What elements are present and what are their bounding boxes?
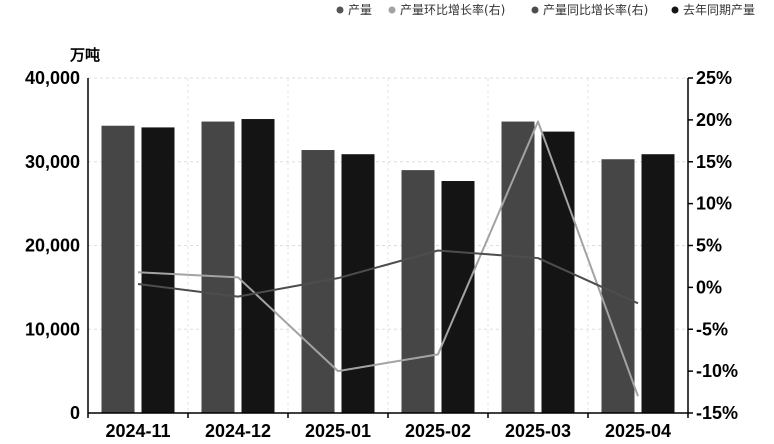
y-tick-label: 0: [70, 403, 80, 423]
y2-tick-label: -15%: [696, 403, 738, 423]
lines: [137, 120, 639, 397]
y-tick-label: 30,000: [25, 152, 80, 172]
x-tick-label: 2025-02: [405, 421, 471, 441]
bar-production[interactable]: [201, 121, 235, 414]
legend-marker-yoy-growth: [531, 6, 539, 14]
gridlines: [88, 77, 688, 413]
legend-item-production[interactable]: 产量: [336, 3, 373, 17]
y-axis-unit: 万吨: [69, 46, 100, 64]
y-tick-label: 20,000: [25, 236, 80, 256]
legend-label-production: 产量: [348, 3, 372, 17]
legend: 产量 产量环比增长率(右) 产量同比增长率(右) 去年同期产量: [336, 2, 756, 17]
legend-item-mom-growth[interactable]: 产量环比增长率(右): [388, 2, 506, 17]
y-tick-label: 40,000: [25, 68, 80, 88]
y2-tick-label: 10%: [696, 194, 732, 214]
x-axis-ticks: 2024-11 2024-12 2025-01 2025-02 2025-03 2025-…: [87, 413, 689, 441]
legend-marker-mom-growth: [388, 6, 396, 14]
bar-last-year-production[interactable]: [641, 154, 675, 413]
y2-tick-label: -5%: [696, 319, 728, 339]
x-tick-label: 2024-11: [105, 421, 170, 441]
x-tick-label: 2025-03: [505, 421, 571, 441]
line-mom-growth[interactable]: [137, 120, 639, 397]
x-tick-label: 2024-12: [205, 421, 271, 441]
legend-item-yoy-growth[interactable]: 产量同比增长率(右): [531, 2, 649, 17]
y2-tick-label: 5%: [696, 236, 722, 256]
y-tick-label: 10,000: [25, 319, 80, 339]
y2-tick-label: 20%: [696, 110, 732, 130]
legend-label-last-year-production: 去年同期产量: [683, 3, 755, 17]
line-yoy-growth[interactable]: [137, 249, 639, 305]
legend-marker-last-year-production: [671, 6, 679, 14]
y2-tick-label: 0%: [696, 277, 722, 297]
bar-production[interactable]: [501, 121, 535, 414]
right-axis-ticks: -15% -10% -5% 0% 5% 10% 15% 20% 25%: [688, 68, 738, 423]
y2-tick-label: -10%: [696, 361, 738, 381]
y2-tick-label: 25%: [696, 68, 732, 88]
legend-marker-production: [336, 6, 344, 14]
bar-production[interactable]: [101, 125, 135, 414]
bar-last-year-production[interactable]: [441, 181, 475, 413]
x-tick-label: 2025-01: [305, 421, 371, 441]
x-tick-label: 2025-04: [605, 421, 671, 441]
left-axis-ticks: 0 10,000 20,000 30,000 40,000: [25, 68, 80, 423]
legend-label-yoy-growth: 产量同比增长率(右): [543, 2, 648, 17]
bar-last-year-production[interactable]: [341, 154, 375, 413]
bar-last-year-production[interactable]: [241, 119, 275, 413]
y2-tick-label: 15%: [696, 152, 732, 172]
legend-item-last-year-production[interactable]: 去年同期产量: [671, 3, 756, 17]
bar-last-year-production[interactable]: [141, 127, 175, 413]
bar-production[interactable]: [401, 170, 435, 413]
legend-label-mom-growth: 产量环比增长率(右): [400, 2, 505, 17]
